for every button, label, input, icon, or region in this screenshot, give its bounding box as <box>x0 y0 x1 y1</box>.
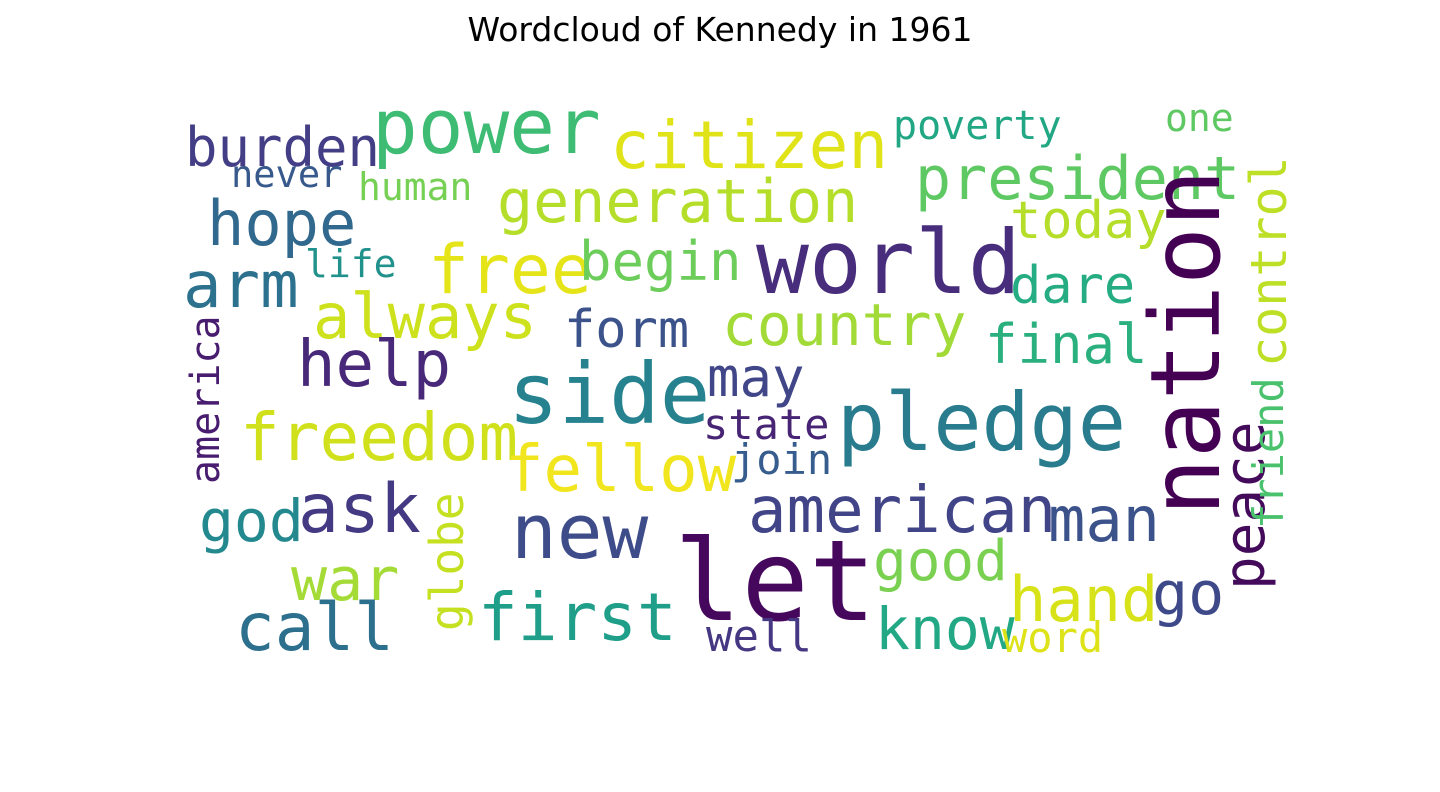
word-new: new <box>511 487 649 576</box>
word-fellow: fellow <box>505 433 737 507</box>
word-nation: nation <box>1130 169 1242 516</box>
word-always: always <box>313 280 537 353</box>
word-ask: ask <box>298 470 421 549</box>
word-life: life <box>305 242 397 286</box>
word-one: one <box>1165 96 1234 140</box>
word-first: first <box>478 579 677 656</box>
word-never: never <box>231 153 342 196</box>
word-good: good <box>873 529 1008 594</box>
word-go: go <box>1152 559 1224 629</box>
word-poverty: poverty <box>893 103 1062 149</box>
word-friend: friend <box>1244 377 1293 529</box>
word-begin: begin <box>579 230 742 293</box>
word-word: word <box>1002 613 1103 662</box>
word-hope: hope <box>207 187 356 260</box>
word-power: power <box>372 82 601 171</box>
word-know: know <box>875 595 1015 663</box>
word-human: human <box>358 165 472 209</box>
word-american: american <box>748 474 1056 548</box>
word-pledge: pledge <box>837 376 1126 469</box>
word-burden: burden <box>185 116 380 179</box>
word-well: well <box>706 611 812 662</box>
word-freedom: freedom <box>240 399 518 476</box>
chart-title: Wordcloud of Kennedy in 1961 <box>467 10 973 49</box>
word-control: control <box>1240 156 1298 367</box>
word-final: final <box>985 313 1148 376</box>
word-peace: peace <box>1213 421 1278 590</box>
word-president: president <box>915 144 1240 214</box>
word-today: today <box>1010 191 1167 251</box>
word-form: form <box>564 300 689 360</box>
word-join: join <box>731 435 832 484</box>
word-generation: generation <box>497 167 858 237</box>
word-dare: dare <box>1010 256 1135 316</box>
word-call: call <box>235 589 394 666</box>
word-may: may <box>707 346 805 409</box>
word-man: man <box>1048 483 1160 556</box>
word-citizen: citizen <box>610 107 888 184</box>
word-let: let <box>674 517 876 647</box>
word-state: state <box>703 400 829 449</box>
word-world: world <box>756 211 1021 314</box>
word-help: help <box>297 328 451 402</box>
word-hand: hand <box>1009 563 1158 636</box>
word-war: war <box>291 545 399 615</box>
word-arm: arm <box>183 249 299 323</box>
word-america: america <box>183 315 229 484</box>
word-god: god <box>199 487 304 555</box>
word-free: free <box>428 231 592 310</box>
word-country: country <box>722 291 966 359</box>
word-side: side <box>508 345 710 443</box>
word-globe: globe <box>420 493 474 631</box>
